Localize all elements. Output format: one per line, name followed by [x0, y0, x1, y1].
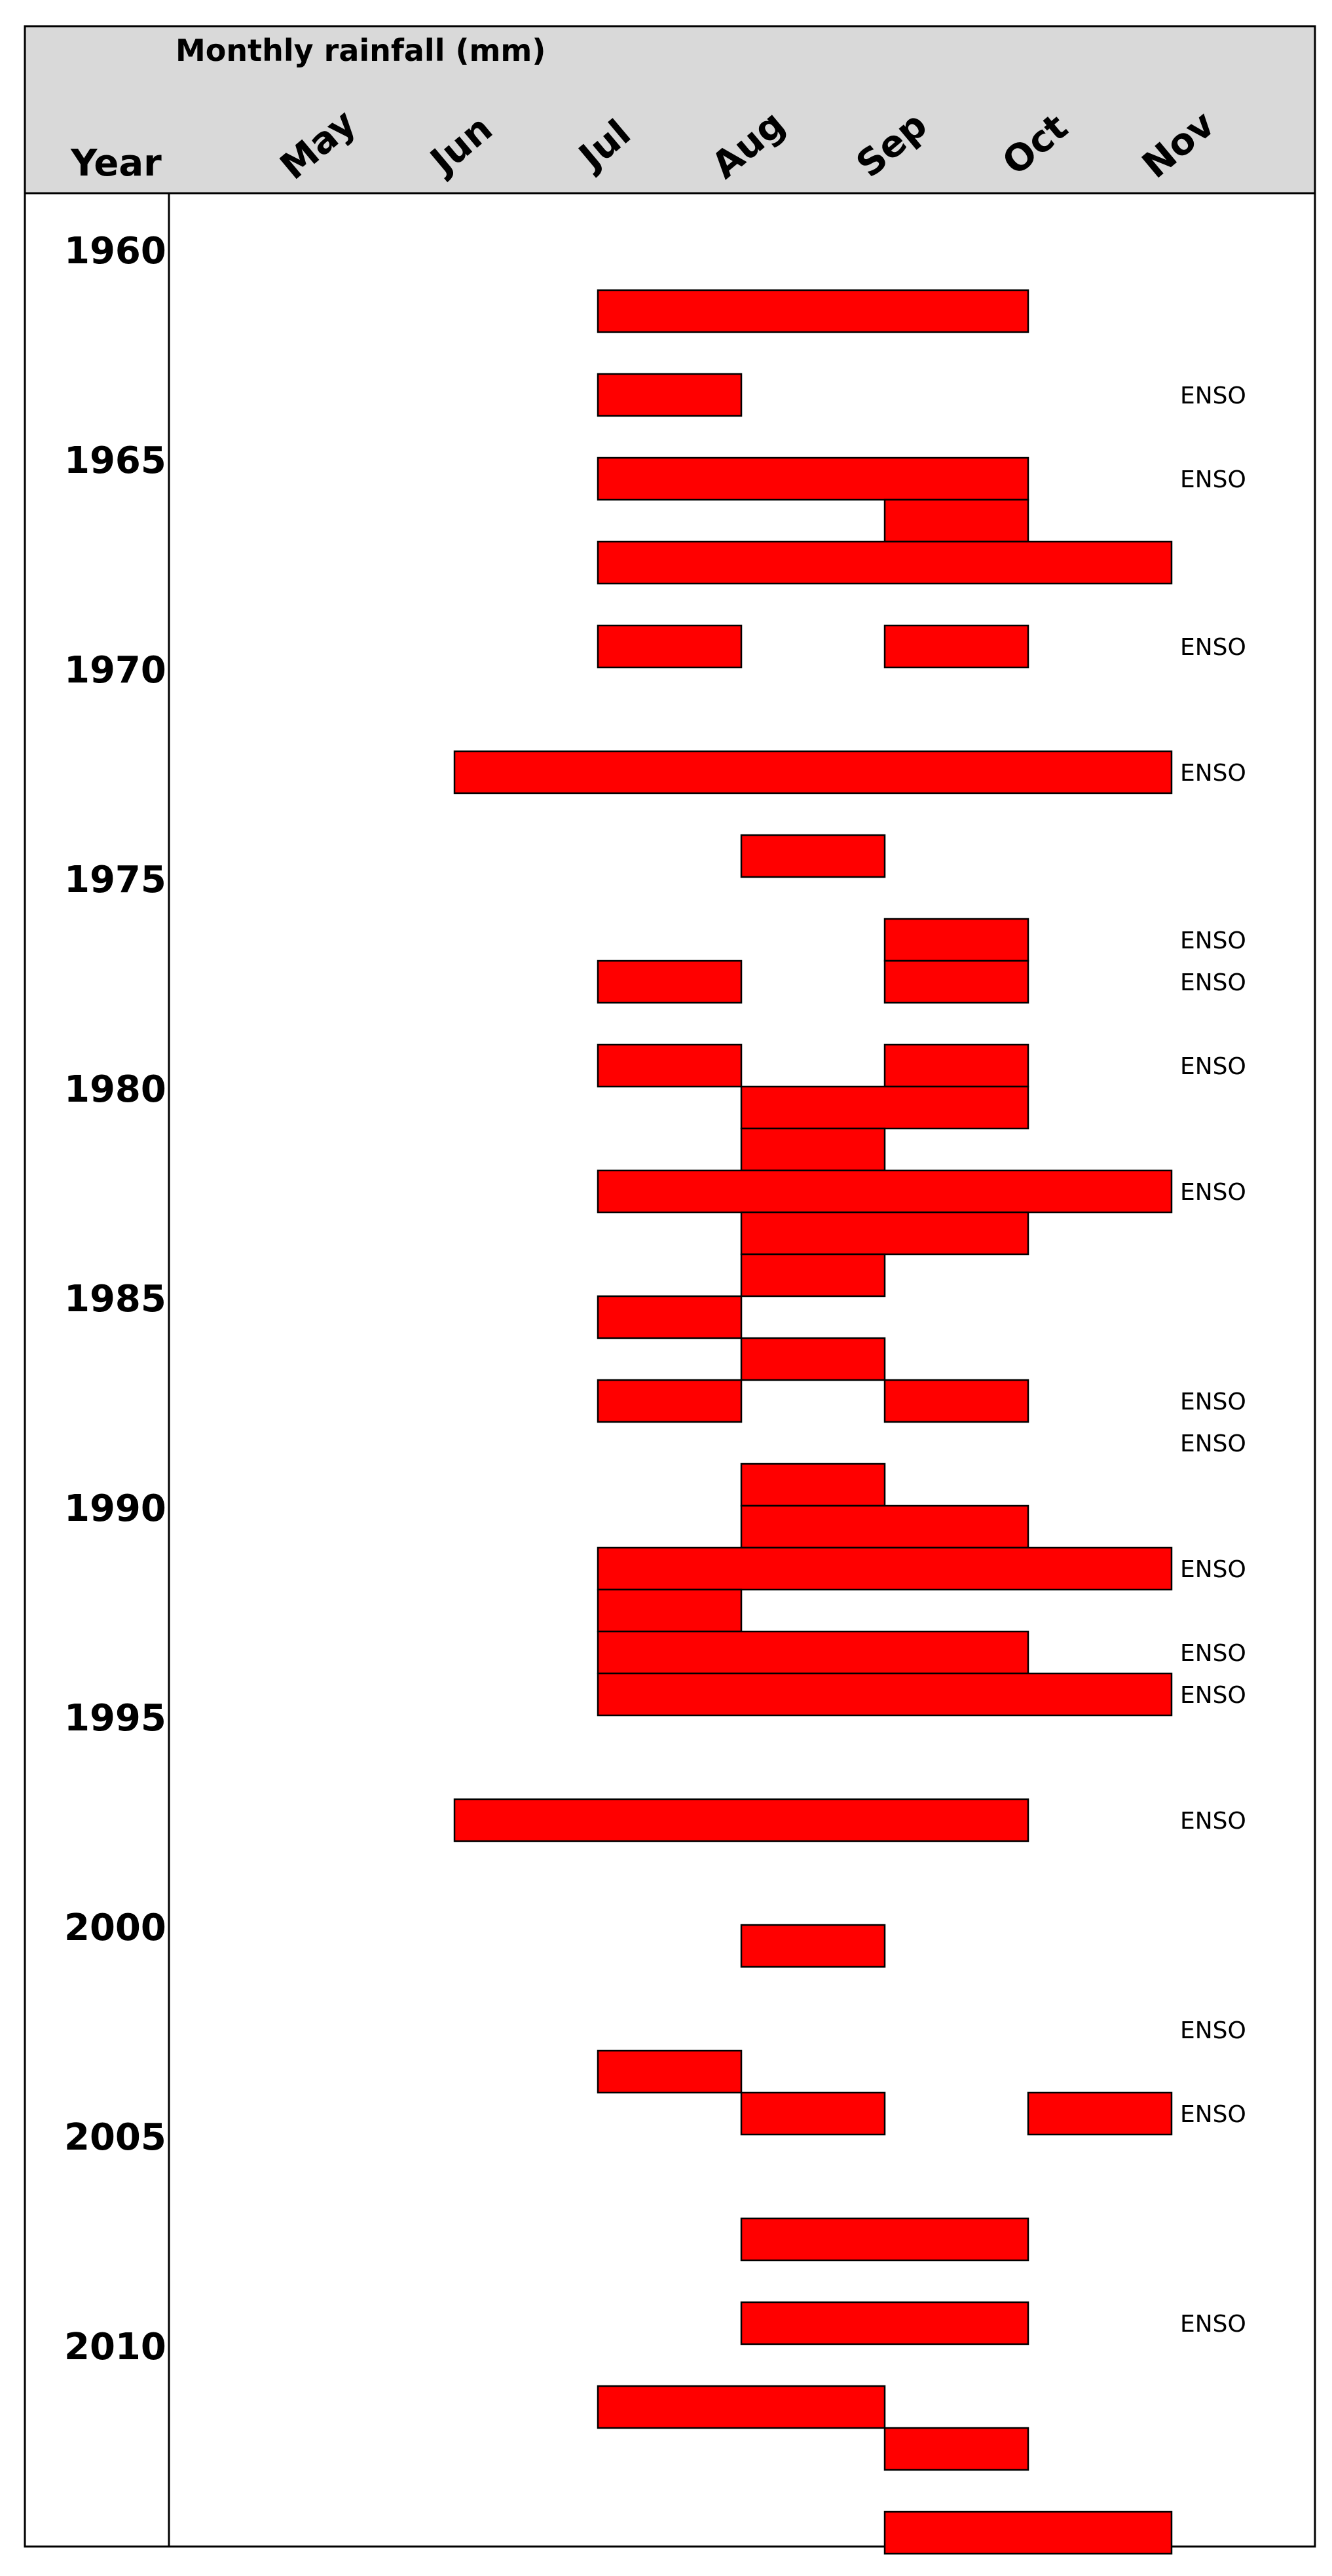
rainfall-bar-1990-aug: [740, 1504, 1029, 1549]
rainfall-bar-1969-sep: [883, 624, 1029, 669]
rainfall-bar-1982-jul: [597, 1169, 1173, 1214]
rainfall-bar-2000-aug: [740, 1924, 886, 1968]
enso-annotation-1972: ENSO: [1180, 760, 1246, 787]
enso-annotation-1969: ENSO: [1180, 634, 1246, 661]
rainfall-bar-2003-jul: [597, 2049, 743, 2094]
rainfall-bar-1994-jul: [597, 1672, 1173, 1717]
rainfall-bar-1993-jul: [597, 1630, 1029, 1675]
rainfall-bar-1967-jul: [597, 540, 1173, 585]
rainfall-bar-1979-jul: [597, 1043, 743, 1088]
rainfall-bar-2012-sep: [883, 2427, 1029, 2471]
year-label-1995: 1995: [64, 1697, 166, 1740]
rainfall-bar-2004-aug: [740, 2091, 886, 2136]
enso-annotation-1997: ENSO: [1180, 1808, 1246, 1835]
enso-annotation-1988: ENSO: [1180, 1430, 1246, 1457]
year-header: Year: [70, 142, 162, 185]
rainfall-bar-2004-oct: [1027, 2091, 1173, 2136]
rainfall-bar-1972-jun: [453, 750, 1173, 794]
year-label-1980: 1980: [64, 1068, 166, 1111]
rainfall-bar-2007-aug: [740, 2217, 1029, 2262]
rainfall-bar-1986-aug: [740, 1337, 886, 1381]
year-label-2010: 2010: [64, 2326, 166, 2368]
rainfall-bar-1969-jul: [597, 624, 743, 669]
year-label-1985: 1985: [64, 1278, 166, 1320]
rainfall-bar-1974-aug: [740, 834, 886, 878]
rainfall-bar-1981-aug: [740, 1127, 886, 1172]
enso-annotation-1965: ENSO: [1180, 466, 1246, 493]
year-label-1965: 1965: [64, 439, 166, 482]
enso-annotation-1963: ENSO: [1180, 383, 1246, 409]
rainfall-bar-1963-jul: [597, 373, 743, 417]
rainfall-bar-1997-jun: [453, 1798, 1029, 1842]
enso-annotation-1993: ENSO: [1180, 1640, 1246, 1667]
rainfall-bar-1983-aug: [740, 1211, 1029, 1256]
chart-title: Monthly rainfall (mm): [176, 33, 546, 68]
rainfall-bar-2011-jul: [597, 2385, 886, 2429]
rainfall-bar-2014-sep: [883, 2511, 1173, 2555]
year-label-1960: 1960: [64, 230, 166, 272]
rainfall-bar-1985-jul: [597, 1295, 743, 1339]
enso-annotation-1976: ENSO: [1180, 927, 1246, 954]
annotations: ENSO ENSO ENSO ENSO ENSO ENSO ENSO ENSO ENSO ENSO…: [1180, 383, 1246, 2338]
rainfall-bar-1966-sep: [883, 498, 1029, 543]
enso-annotation-1991: ENSO: [1180, 1556, 1246, 1583]
rainfall-bar-1976-sep: [883, 918, 1029, 962]
rainfall-bar-1977-jul: [597, 960, 743, 1004]
enso-annotation-2002: ENSO: [1180, 2017, 1246, 2044]
year-label-2000: 2000: [64, 1907, 166, 1949]
year-label-2005: 2005: [64, 2116, 166, 2159]
rainfall-bar-1979-sep: [883, 1043, 1029, 1088]
rainfall-bar-1961-jul: [597, 289, 1029, 333]
rainfall-bar-1989-aug: [740, 1463, 886, 1507]
year-label-1975: 1975: [64, 859, 166, 901]
enso-annotation-2009: ENSO: [1180, 2311, 1246, 2338]
enso-annotation-1982: ENSO: [1180, 1179, 1246, 1206]
header-band: [25, 26, 1315, 193]
enso-annotation-1979: ENSO: [1180, 1053, 1246, 1080]
rainfall-bar-1984-aug: [740, 1253, 886, 1297]
rainfall-bar-1987-jul: [597, 1379, 743, 1423]
bars: [453, 289, 1173, 2555]
year-labels: 1960 1965 1970 1975 1980 1985 1990 1995 2000 2005…: [64, 230, 166, 2368]
rainfall-bar-1991-jul: [597, 1546, 1173, 1591]
rainfall-bar-1965-jul: [597, 457, 1029, 501]
enso-annotation-1977: ENSO: [1180, 969, 1246, 996]
year-label-1990: 1990: [64, 1487, 166, 1530]
rainfall-bar-1987-sep: [883, 1379, 1029, 1423]
enso-annotation-1994: ENSO: [1180, 1682, 1246, 1709]
chart-frame: [24, 25, 1316, 2548]
rainfall-bar-2009-aug: [740, 2301, 1029, 2345]
enso-annotation-1987: ENSO: [1180, 1389, 1246, 1415]
enso-annotation-2004: ENSO: [1180, 2101, 1246, 2128]
rainfall-bar-1977-sep: [883, 960, 1029, 1004]
rainfall-bar-1980-aug: [740, 1085, 1029, 1130]
rainfall-bar-1992-jul: [597, 1588, 743, 1633]
year-label-1970: 1970: [64, 649, 166, 692]
